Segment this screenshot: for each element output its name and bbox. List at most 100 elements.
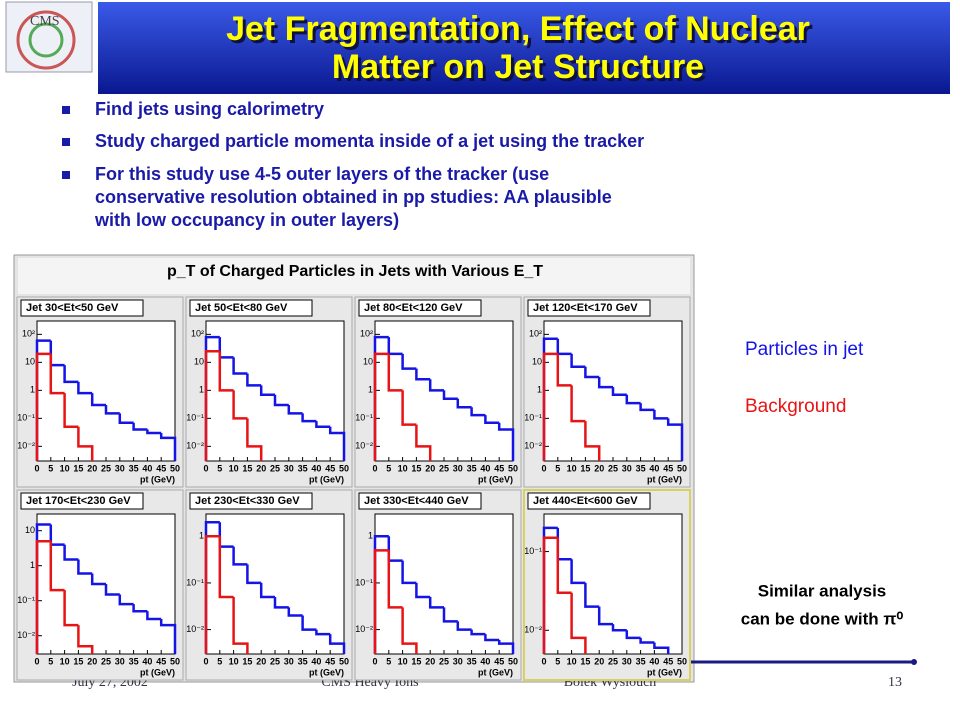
x-tick-label: 50 xyxy=(339,656,349,666)
histogram-bin xyxy=(456,621,472,631)
histogram-bin xyxy=(232,357,248,375)
x-tick-label: 0 xyxy=(34,463,39,473)
plot-area xyxy=(205,513,345,655)
x-tick-label: 20 xyxy=(87,463,97,473)
histogram-bin xyxy=(218,536,234,599)
bullet-text: with low occupancy in outer layers) xyxy=(94,210,399,230)
x-tick-label: 10 xyxy=(567,656,577,666)
histogram-bin xyxy=(146,611,162,621)
y-tick-label: 10² xyxy=(191,329,204,339)
histogram-bin xyxy=(132,422,148,431)
histogram-bin xyxy=(484,634,500,642)
x-tick-label: 5 xyxy=(386,656,391,666)
histogram-bin xyxy=(625,394,641,405)
y-tick-label: 1 xyxy=(368,531,373,541)
x-tick-label: 0 xyxy=(203,463,208,473)
y-tick-label: 10 xyxy=(25,525,35,535)
x-tick-label: 50 xyxy=(677,463,687,473)
histogram-bin xyxy=(63,393,79,429)
x-tick-label: 5 xyxy=(48,656,53,666)
histogram-bin xyxy=(301,615,317,631)
x-tick-label: 45 xyxy=(156,463,166,473)
histogram-bin xyxy=(570,592,587,654)
histogram-bin xyxy=(49,541,65,592)
histogram-bin xyxy=(77,625,94,654)
logo: CMS xyxy=(5,1,93,73)
histogram-bin xyxy=(118,413,134,424)
x-tick-label: 45 xyxy=(156,656,166,666)
bullet-text: Study charged particle momenta inside of… xyxy=(95,131,644,151)
x-tick-label: 30 xyxy=(284,656,294,666)
x-tick-label: 20 xyxy=(256,463,266,473)
plot-area xyxy=(543,513,683,655)
histogram-bin xyxy=(387,353,403,392)
x-tick-label: 5 xyxy=(217,656,222,666)
svg-text:CMS: CMS xyxy=(30,14,60,29)
histogram-bin xyxy=(35,539,51,654)
bullet-marker xyxy=(62,138,70,146)
x-tick-label: 20 xyxy=(425,463,435,473)
x-tick-label: 0 xyxy=(372,656,377,666)
x-tick-label: 50 xyxy=(677,656,687,666)
title: Jet Fragmentation, Effect of Nuclear xyxy=(226,10,810,48)
histogram-bin xyxy=(246,418,263,461)
histogram-bin xyxy=(456,398,472,409)
histogram-bin xyxy=(118,594,134,606)
x-tick-label: 45 xyxy=(663,463,673,473)
panel-label-box xyxy=(358,299,482,317)
histogram-bin xyxy=(639,403,655,412)
x-axis-label: pt (GeV) xyxy=(647,667,682,677)
y-tick-label: 1 xyxy=(30,385,35,395)
title: Matter on Jet Structure xyxy=(332,48,704,86)
histogram-bin xyxy=(204,535,220,654)
x-tick-label: 40 xyxy=(311,463,321,473)
x-tick-label: 25 xyxy=(270,656,280,666)
x-tick-label: 40 xyxy=(480,463,490,473)
histogram-bin xyxy=(273,596,289,609)
x-tick-label: 50 xyxy=(170,656,180,666)
histogram-bin xyxy=(428,379,444,392)
histogram-bin xyxy=(556,537,572,594)
histogram-bin xyxy=(584,366,600,379)
panel-label-box xyxy=(527,492,651,510)
histogram-bin xyxy=(63,544,79,561)
x-tick-label: 10 xyxy=(398,656,408,666)
histogram-bin xyxy=(232,546,248,566)
panel-title: Jet 80<Et<120 GeV xyxy=(364,302,463,314)
histogram-bin xyxy=(497,422,515,461)
histogram-bin xyxy=(218,351,234,392)
bullet-marker xyxy=(62,171,70,179)
figure-title-box xyxy=(18,258,690,294)
x-tick-label: 15 xyxy=(580,463,590,473)
y-tick-label: 10⁻¹ xyxy=(524,413,542,423)
x-tick-label: 40 xyxy=(311,656,321,666)
x-tick-label: 20 xyxy=(594,463,604,473)
histogram-bin xyxy=(273,394,289,407)
panel-label-box xyxy=(189,299,313,317)
histogram-bin xyxy=(415,582,431,599)
x-tick-label: 40 xyxy=(649,463,659,473)
x-tick-label: 5 xyxy=(48,463,53,473)
histogram-bin xyxy=(63,590,79,627)
y-tick-label: 10² xyxy=(360,329,373,339)
histogram-bin xyxy=(77,559,93,575)
histogram-bin xyxy=(259,582,275,599)
x-tick-label: 25 xyxy=(101,463,111,473)
y-tick-label: 10⁻¹ xyxy=(524,546,542,556)
x-tick-label: 40 xyxy=(649,656,659,666)
histogram-bin xyxy=(470,407,486,417)
histogram-bin xyxy=(387,550,403,609)
histogram-bin xyxy=(497,639,515,654)
x-axis-label: pt (GeV) xyxy=(478,474,513,484)
x-tick-label: 30 xyxy=(453,463,463,473)
x-tick-label: 50 xyxy=(170,463,180,473)
y-tick-label: 10⁻² xyxy=(17,630,35,640)
x-tick-label: 0 xyxy=(541,656,546,666)
x-tick-label: 10 xyxy=(60,463,70,473)
x-axis-label: pt (GeV) xyxy=(309,474,344,484)
histogram-bin xyxy=(597,377,613,389)
y-tick-label: 10⁻² xyxy=(186,441,204,451)
y-tick-label: 10⁻¹ xyxy=(186,413,204,423)
